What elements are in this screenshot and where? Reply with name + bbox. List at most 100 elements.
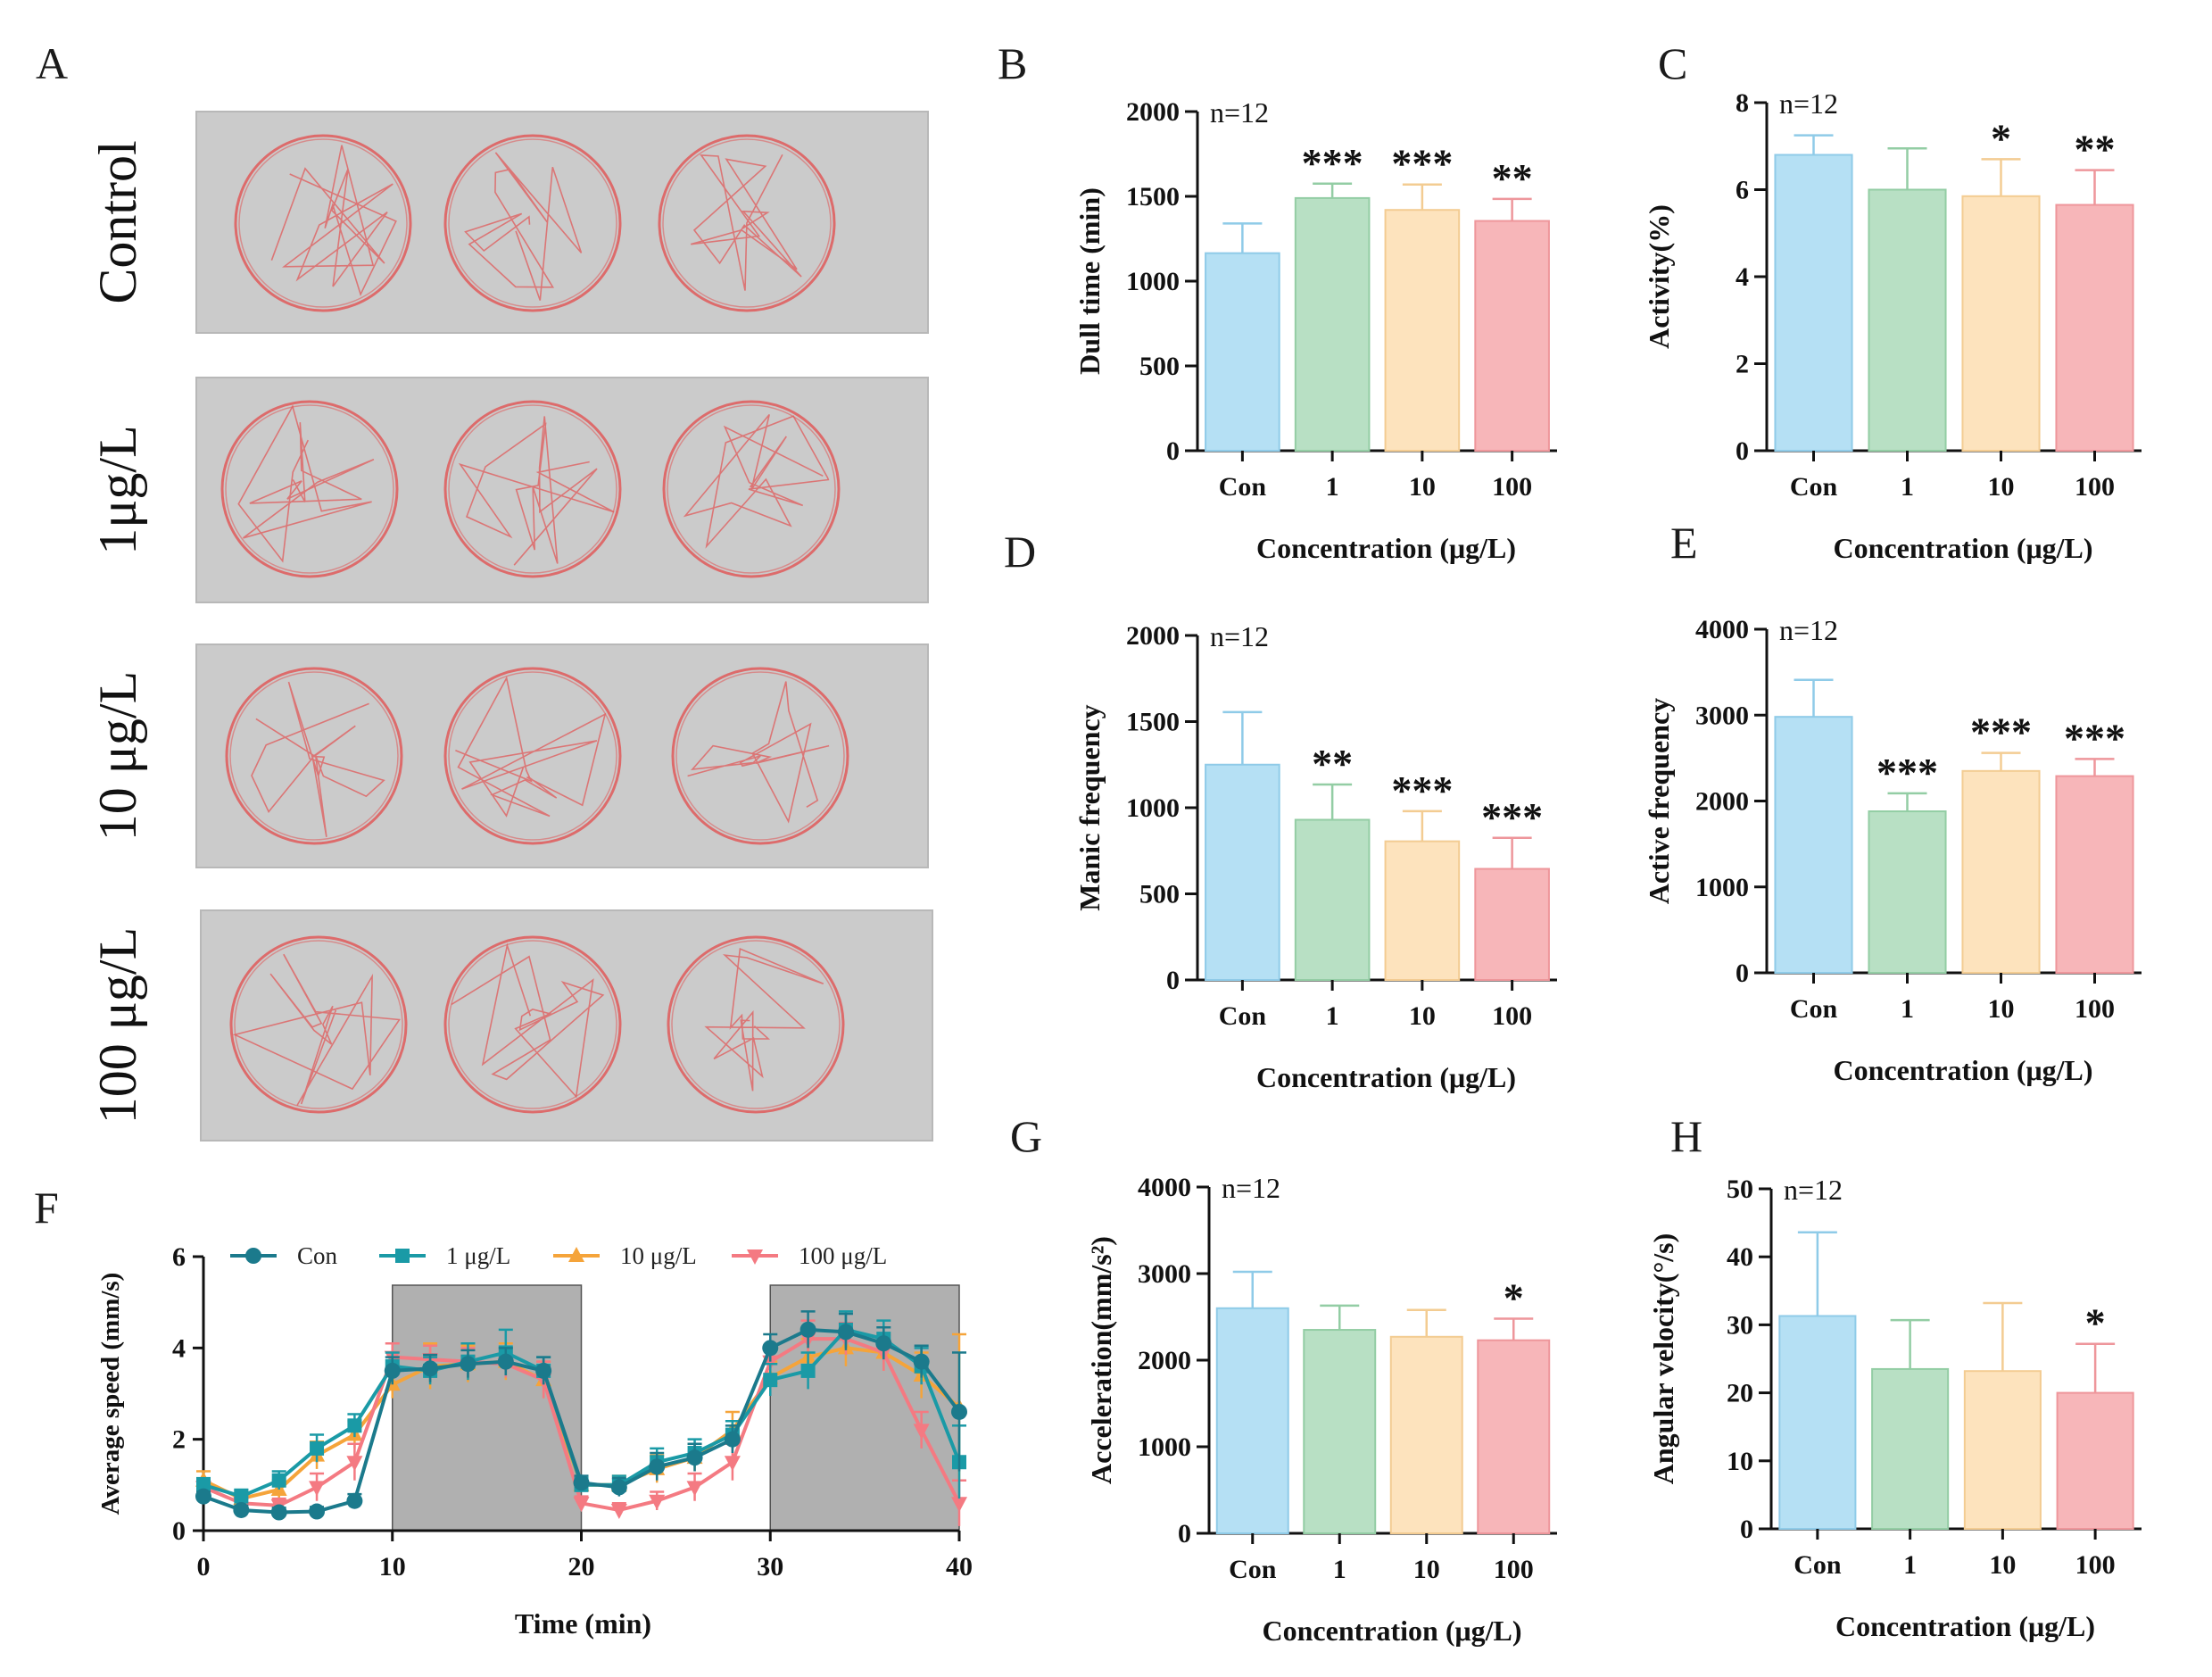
well-trajectory <box>667 935 845 1114</box>
arena-row: 1μg/L <box>88 377 929 603</box>
bar-100 <box>1477 1339 1551 1534</box>
data-point <box>573 1497 590 1513</box>
x-tick-label: Con <box>1219 1001 1267 1031</box>
well-rim <box>443 400 622 578</box>
y-axis-title: Active frequency <box>1643 698 1675 904</box>
panel-h: H 0 10 20 30 40 50 Con 1 10 100 * n=12 Concentration … <box>1647 1111 2142 1642</box>
y-axis-title: Average speed (mm/s) <box>96 1273 125 1515</box>
panel-e: E 0 1000 2000 3000 4000 Con 1 *** 10 *** 100 *** n=12… <box>1643 518 2142 1086</box>
significance-label: *** <box>1302 140 1363 186</box>
row-label: 100 μg/L <box>88 927 147 1125</box>
panel-g: G 0 1000 2000 3000 4000 Con 1 10 100 * n=12 Concentr… <box>1010 1111 1557 1647</box>
data-point <box>270 1504 287 1521</box>
x-axis-title: Concentration (μg/L) <box>1256 1061 1516 1093</box>
bar-100 <box>2055 203 2134 452</box>
well-rim-inner <box>448 404 617 574</box>
panel-c: C 0 2 4 6 8 Con 1 10 * 100 ** n=12 Concentration (μg/… <box>1643 38 2142 564</box>
well-rim <box>225 667 403 845</box>
y-tick-label: 0 <box>1166 436 1180 466</box>
data-point <box>837 1324 854 1341</box>
y-tick-label: 4000 <box>1138 1173 1191 1202</box>
legend-entry: Con <box>230 1242 338 1269</box>
x-axis-title: Concentration (μg/L) <box>1835 1610 2095 1642</box>
well-rim-inner <box>225 404 394 574</box>
well-rim-inner <box>448 940 617 1109</box>
shaded-dark-period <box>769 1284 960 1532</box>
y-tick-label: 500 <box>1139 352 1180 381</box>
bar-10 <box>1961 195 2041 452</box>
n-label: n=12 <box>1779 87 1838 120</box>
data-point <box>384 1362 401 1379</box>
legend-label: 10 μg/L <box>620 1242 697 1269</box>
x-tick-label: 1 <box>1326 472 1339 502</box>
arena-row: 100 μg/L <box>88 909 933 1142</box>
x-axis-title: Concentration (μg/L) <box>1263 1615 1522 1647</box>
well-trajectory <box>662 400 841 578</box>
legend-entry: 100 μg/L <box>732 1242 887 1269</box>
panel-letter-b: B <box>998 38 1027 88</box>
y-axis-title: Acceleration(mm/s²) <box>1085 1236 1117 1484</box>
well-rim <box>220 400 399 578</box>
data-point <box>347 1418 362 1433</box>
y-tick-label: 10 <box>1727 1447 1753 1476</box>
x-tick-label: Con <box>1790 472 1838 502</box>
y-tick-label: 4 <box>172 1333 186 1363</box>
y-tick-label: 0 <box>1178 1519 1191 1548</box>
bar-Con <box>1774 154 1853 452</box>
trajectory-path <box>451 942 605 1099</box>
row-label: 1μg/L <box>88 425 147 555</box>
well-trajectory <box>443 935 622 1114</box>
trajectory-path <box>270 145 397 296</box>
x-tick-label: 1 <box>1901 994 1914 1024</box>
well-rim-inner <box>671 940 841 1109</box>
legend-marker <box>568 1247 584 1262</box>
bar-10 <box>1384 840 1461 982</box>
significance-label: ** <box>2075 127 2116 172</box>
significance-label: * <box>1504 1274 1524 1320</box>
bar-Con <box>1774 716 1853 974</box>
significance-label: *** <box>1876 750 1938 795</box>
well-rim-inner <box>238 138 408 308</box>
x-tick-label: 0 <box>197 1552 211 1582</box>
well-rim <box>658 134 836 312</box>
y-tick-label: 3000 <box>1138 1259 1191 1289</box>
bar-1 <box>1868 810 1947 974</box>
x-tick-label: 1 <box>1901 472 1914 502</box>
panel-letter-c: C <box>1658 38 1687 88</box>
significance-label: *** <box>1970 710 2032 755</box>
bar-100 <box>1474 220 1550 452</box>
arena-row: 10 μg/L <box>88 643 929 868</box>
arena-row: Control <box>88 111 929 334</box>
well-trajectory <box>443 134 622 312</box>
data-point <box>195 1488 211 1505</box>
well-rim-inner <box>448 138 617 308</box>
well-rim-inner <box>675 671 845 841</box>
trajectory-path <box>704 947 824 1092</box>
row-label: 10 μg/L <box>88 671 147 842</box>
y-tick-label: 2 <box>1736 350 1749 379</box>
y-tick-label: 1000 <box>1695 873 1749 902</box>
data-point <box>535 1362 552 1379</box>
y-tick-label: 40 <box>1727 1242 1753 1272</box>
significance-label: ** <box>1492 155 1533 201</box>
data-point <box>309 1503 326 1520</box>
data-point <box>724 1456 741 1472</box>
data-point <box>649 1494 666 1510</box>
well-rim-inner <box>667 404 836 574</box>
y-tick-label: 0 <box>172 1516 186 1546</box>
trajectory-path <box>455 676 607 818</box>
y-tick-label: 50 <box>1727 1175 1753 1204</box>
x-tick-label: 10 <box>1988 994 2015 1024</box>
y-tick-label: 1000 <box>1126 793 1180 823</box>
y-axis-title: Activity(%) <box>1643 204 1675 349</box>
x-tick-label: Con <box>1219 472 1267 502</box>
well-trajectory <box>443 667 622 845</box>
trajectory-path <box>687 681 830 824</box>
well-rim-inner <box>229 671 399 841</box>
x-tick-label: 100 <box>2075 994 2115 1024</box>
y-tick-label: 500 <box>1139 880 1180 909</box>
data-point <box>460 1356 476 1373</box>
legend-marker <box>747 1249 763 1265</box>
data-point <box>196 1477 211 1492</box>
panel-letter-g: G <box>1010 1111 1042 1161</box>
